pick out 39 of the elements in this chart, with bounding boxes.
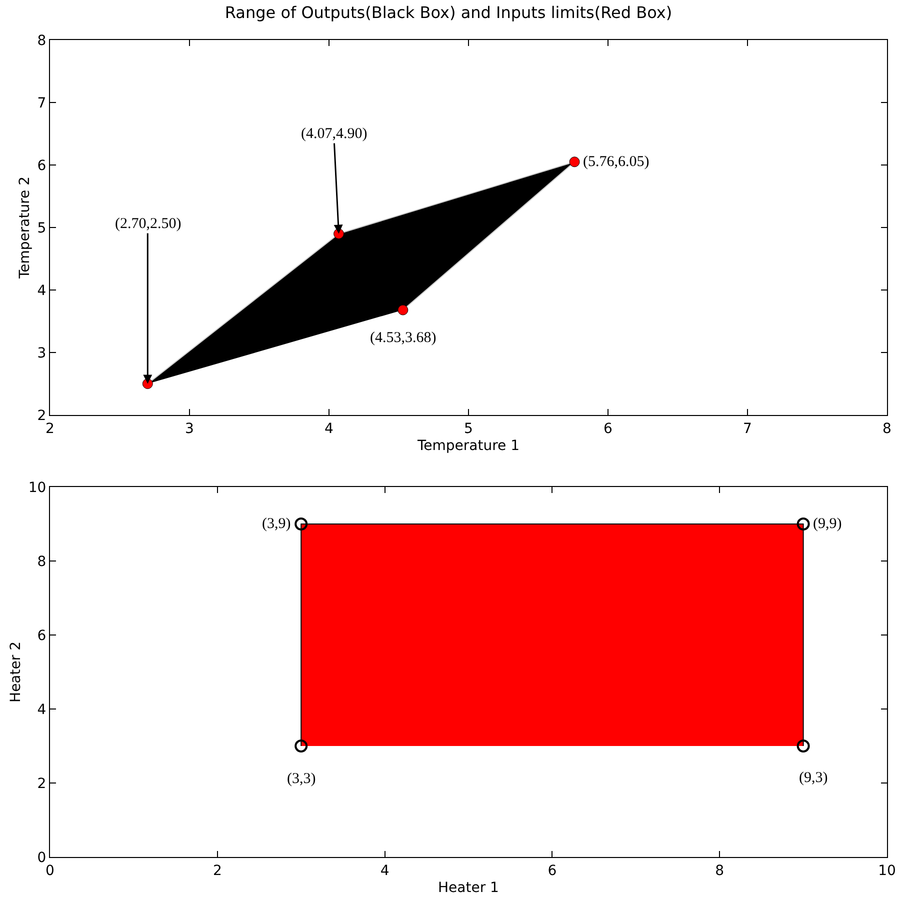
y-tick-label: 6 — [37, 158, 46, 174]
annotation: (9,3) — [799, 770, 828, 786]
y-tick-label: 2 — [37, 408, 46, 424]
x-tick-label: 6 — [548, 862, 557, 879]
y-tick-label: 5 — [37, 220, 46, 236]
y-tick-label: 4 — [37, 282, 46, 299]
x-tick-label: 8 — [882, 420, 892, 437]
point — [569, 156, 580, 168]
y-tick-label: 8 — [37, 32, 46, 49]
x-axis-title: Heater 1 — [438, 880, 499, 896]
annotation: (4.07,4.90) — [301, 126, 368, 142]
y-tick-label: 4 — [37, 702, 46, 718]
annotation: (5.76,6.05) — [583, 154, 650, 170]
y-tick-label: 6 — [37, 628, 46, 644]
x-tick-label: 3 — [185, 420, 194, 437]
x-tick-label: 4 — [324, 420, 334, 437]
y-axis-title: Temperature 2 — [16, 176, 33, 280]
x-tick-label: 8 — [715, 862, 724, 879]
y-axis-title: Heater 2 — [8, 642, 24, 702]
point — [398, 304, 408, 316]
annotation: (2.70,2.50) — [115, 216, 182, 232]
x-tick-label: 10 — [878, 862, 896, 879]
x-tick-label: 7 — [743, 420, 752, 437]
x-tick-label: 6 — [604, 420, 613, 437]
chart-title: Range of Outputs(Black Box) and Inputs limits(Red Box) — [224, 3, 672, 22]
annotation: (3,3) — [287, 771, 316, 787]
x-tick-label: 4 — [380, 862, 390, 879]
y-tick-label: 7 — [37, 95, 46, 112]
annotation: (4.53,3.68) — [370, 330, 436, 346]
y-tick-label: 8 — [37, 554, 46, 570]
x-tick-label: 2 — [212, 862, 222, 879]
y-tick-label: 10 — [28, 480, 46, 496]
x-tick-label: 5 — [464, 420, 473, 437]
annotation: (3,9) — [262, 516, 291, 532]
y-tick-label: 3 — [37, 345, 46, 362]
y-tick-label: 0 — [37, 850, 46, 866]
x-axis-title: Temperature 1 — [416, 438, 520, 454]
annotation: (9,9) — [813, 516, 842, 532]
y-tick-label: 2 — [37, 776, 46, 792]
